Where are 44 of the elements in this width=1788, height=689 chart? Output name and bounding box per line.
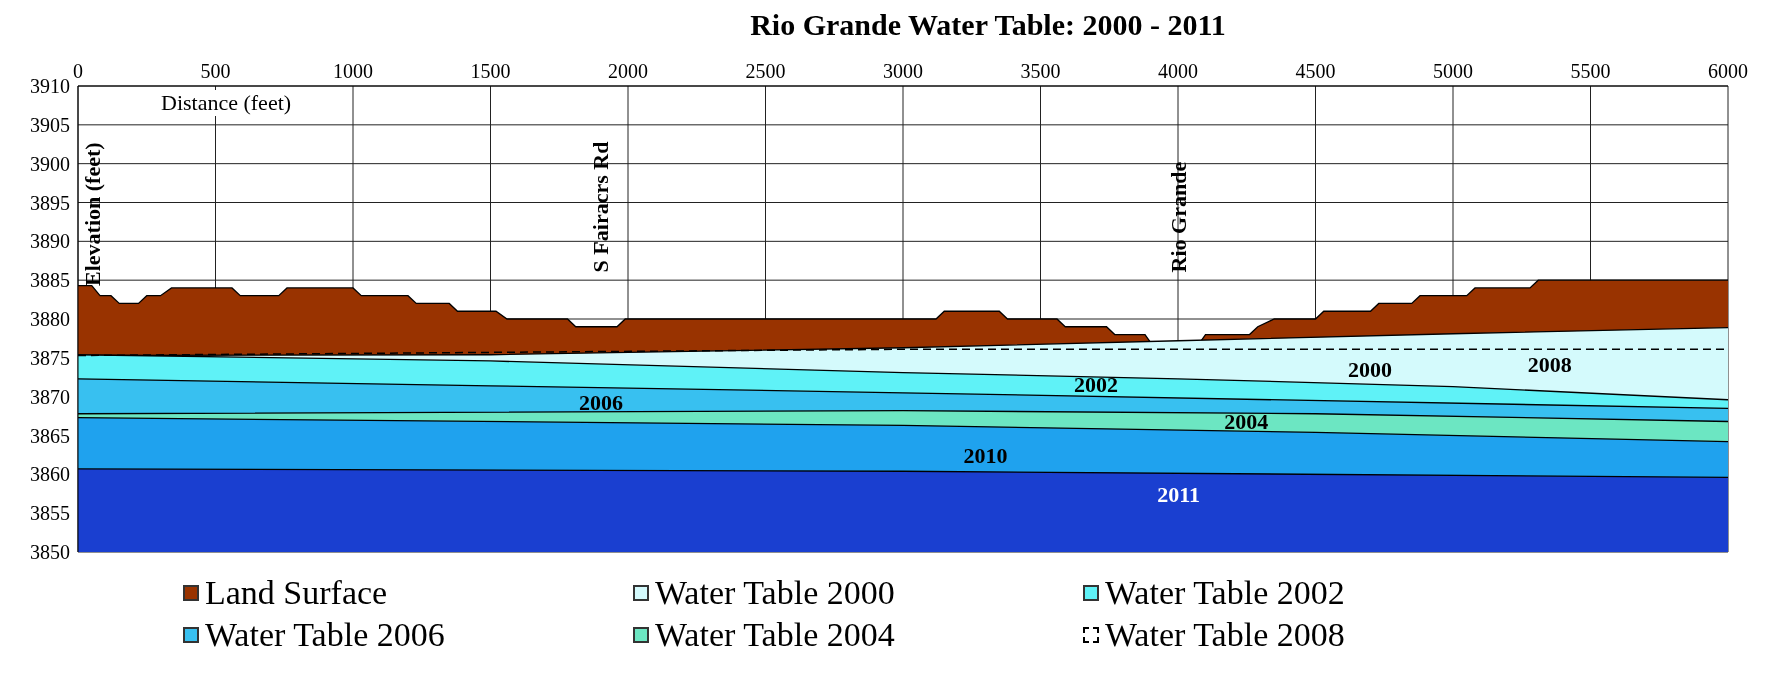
x-tick-label: 5500 (1570, 60, 1611, 82)
x-tick-label: 4000 (1158, 60, 1198, 82)
x-tick-label: 2000 (608, 60, 648, 82)
x-tick-label: 2500 (745, 60, 786, 82)
x-tick-label: 500 (200, 60, 231, 82)
y-tick-label: 3910 (30, 75, 70, 98)
x-tick-label: 1500 (470, 60, 511, 82)
chart-title: Rio Grande Water Table: 2000 - 2011 (749, 8, 1227, 42)
y-tick-label: 3905 (30, 113, 70, 136)
y-tick-label: 3895 (30, 191, 70, 214)
y-tick-label: 3860 (30, 463, 70, 486)
annotation: 2004 (1224, 409, 1269, 435)
legend-label: Water Table 2002 (1105, 574, 1345, 612)
y-tick-label: 3855 (30, 502, 70, 525)
x-axis-title: Distance (feet) (158, 90, 295, 116)
y-tick-label: 3880 (30, 308, 70, 331)
y-tick-label: 3900 (30, 152, 70, 175)
x-tick-label: 1000 (333, 60, 373, 82)
annotation: 2006 (579, 389, 624, 415)
legend-label: Water Table 2000 (655, 574, 895, 612)
x-tick-label: 6000 (1708, 60, 1748, 82)
y-tick-label: 3870 (30, 385, 70, 408)
x-tick-label: 5000 (1433, 60, 1473, 82)
annotation: 2008 (1527, 352, 1572, 378)
y-axis-title: Elevation (feet) (80, 142, 106, 286)
annotation: Rio Grande (1165, 161, 1191, 273)
x-tick-label: 3500 (1020, 60, 1061, 82)
y-tick-label: 3885 (30, 269, 70, 292)
x-tick-label: 0 (73, 60, 83, 82)
x-tick-label: 4500 (1295, 60, 1336, 82)
legend-label: Water Table 2004 (655, 616, 895, 654)
y-tick-label: 3865 (30, 424, 70, 447)
annotation: S Fairacrs Rd (588, 141, 614, 273)
legend-label: Water Table 2008 (1105, 616, 1345, 654)
annotation: 2002 (1074, 372, 1119, 398)
y-tick-label: 3875 (30, 346, 70, 369)
annotation: 2010 (963, 443, 1008, 469)
legend-label: Water Table 2006 (205, 616, 445, 654)
y-tick-label: 3850 (30, 541, 70, 564)
x-tick-label: 3000 (883, 60, 923, 82)
legend-label: Land Surface (205, 574, 388, 612)
y-tick-label: 3890 (30, 230, 70, 253)
annotation: 2000 (1347, 356, 1392, 382)
annotation: 2011 (1157, 481, 1200, 507)
